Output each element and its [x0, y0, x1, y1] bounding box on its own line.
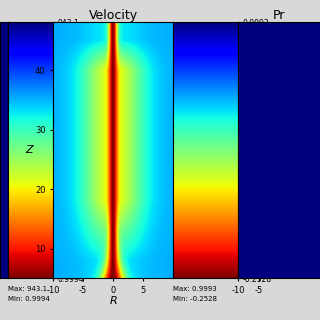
Text: Max: 943.1: Max: 943.1: [8, 286, 47, 292]
Text: Min: -0.2528: Min: -0.2528: [173, 296, 217, 302]
Title: Velocity: Velocity: [89, 9, 138, 22]
X-axis label: R: R: [109, 296, 117, 307]
Y-axis label: Z: Z: [26, 145, 33, 156]
Text: Min: 0.9994: Min: 0.9994: [8, 296, 50, 302]
Title: Pr: Pr: [273, 9, 285, 22]
Text: Z: Z: [241, 145, 249, 156]
Text: Max: 0.9993: Max: 0.9993: [173, 286, 217, 292]
